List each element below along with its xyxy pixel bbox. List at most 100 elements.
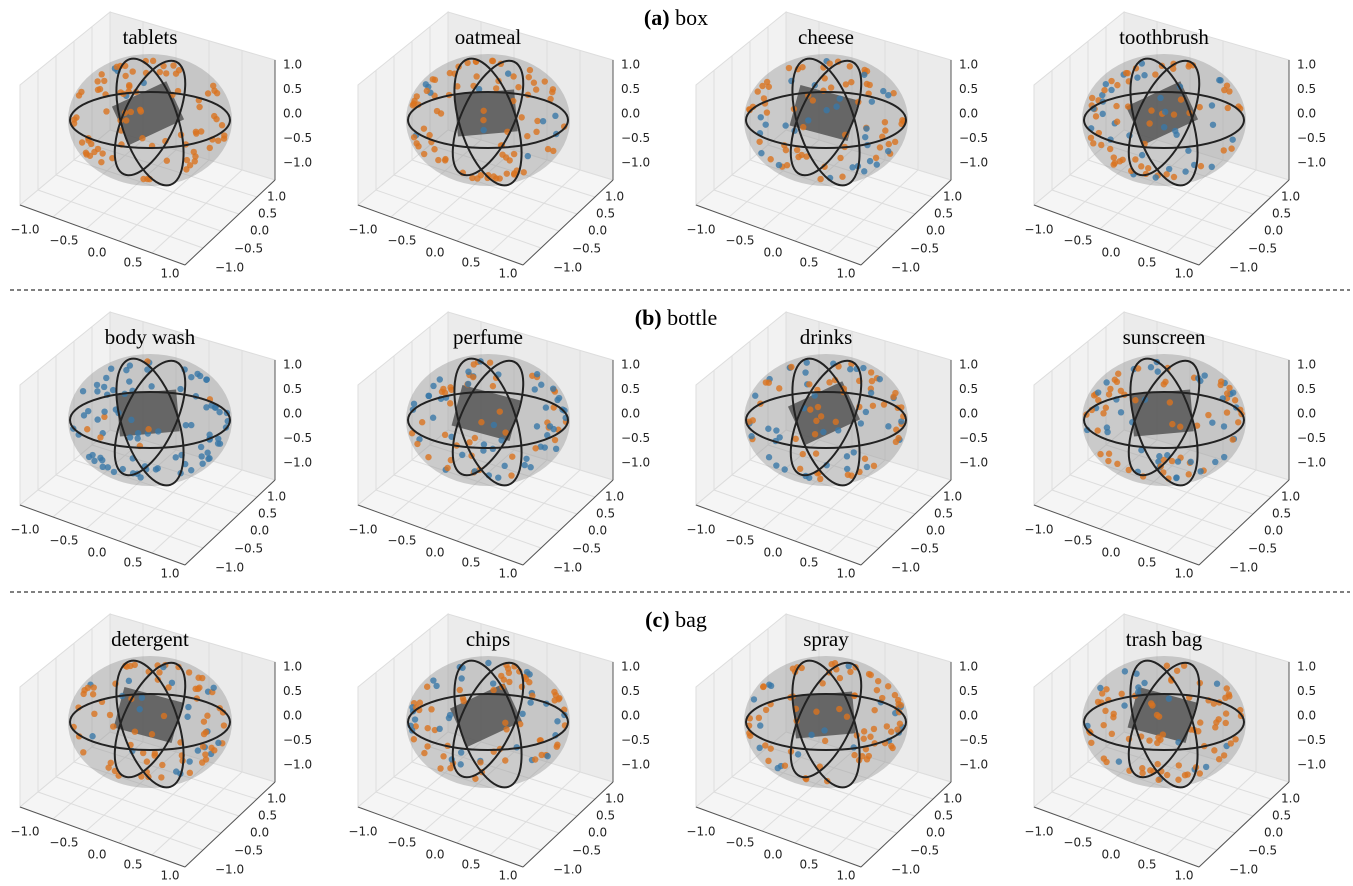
scatter-point (1113, 103, 1119, 109)
scatter-point (1146, 737, 1152, 743)
x-tick-label: 0.5 (123, 556, 142, 570)
panel-title: oatmeal (455, 25, 522, 49)
scatter-point (198, 453, 204, 459)
scatter-point (424, 684, 430, 690)
scatter-point (533, 86, 539, 92)
scatter-point (765, 426, 771, 432)
scatter-point (797, 466, 803, 472)
x-tick-label: −1.0 (686, 825, 715, 839)
scatter-point (1154, 761, 1160, 767)
scatter-point (85, 685, 91, 691)
scatter-point (521, 462, 527, 468)
scatter-point (1226, 88, 1232, 94)
scatter-point (205, 90, 211, 96)
scatter-point (1145, 165, 1151, 171)
scatter-point (851, 752, 857, 758)
scatter-point (553, 446, 559, 452)
scatter-point (551, 689, 557, 695)
scatter-point (879, 695, 885, 701)
y-tick-label: −0.5 (572, 542, 601, 556)
z-tick-label: −1.0 (283, 758, 312, 772)
scatter-point (1196, 104, 1202, 110)
scatter-point (497, 408, 503, 414)
scatter-point (440, 753, 446, 759)
scatter-point (447, 70, 453, 76)
scatter-point (888, 729, 894, 735)
z-tick-label: −0.5 (959, 431, 988, 445)
scatter-point (163, 70, 169, 76)
scatter-point (433, 683, 439, 689)
scatter-point (848, 79, 854, 85)
scatter-point (411, 401, 417, 407)
y-tick-label: −1.0 (215, 863, 244, 877)
scatter-point (426, 393, 432, 399)
scatter-point (103, 108, 109, 114)
z-tick-label: −0.5 (1297, 733, 1326, 747)
scatter-point (411, 736, 417, 742)
scatter-point (1169, 421, 1175, 427)
x-tick-label: −1.0 (348, 825, 377, 839)
scatter-point (414, 441, 420, 447)
scatter-point (882, 127, 888, 133)
scatter-point (461, 698, 467, 704)
scatter-point (1141, 72, 1147, 78)
scatter-point (892, 139, 898, 145)
scatter-point (869, 378, 875, 384)
y-tick-label: 0.0 (926, 524, 945, 538)
scatter-point (839, 174, 845, 180)
scatter-point (1188, 459, 1194, 465)
y-tick-label: 0.5 (596, 207, 615, 221)
scatter-point (808, 732, 814, 738)
scatter-point (1166, 696, 1172, 702)
scatter-point (826, 379, 832, 385)
y-tick-label: 0.0 (926, 224, 945, 238)
z-tick-label: 0.5 (283, 684, 302, 698)
scatter-point (822, 738, 828, 744)
scatter-point (805, 117, 811, 123)
scatter-point (547, 423, 553, 429)
scatter-point (788, 364, 794, 370)
z-tick-label: 0.0 (1297, 709, 1316, 723)
scatter-point (763, 707, 769, 713)
scatter-point (105, 764, 111, 770)
scatter-point (204, 376, 210, 382)
scatter-point (91, 684, 97, 690)
scatter-point (79, 139, 85, 145)
scatter-point (1182, 168, 1188, 174)
scatter-point (784, 162, 790, 168)
z-tick-label: −1.0 (1297, 156, 1326, 170)
z-tick-label: −0.5 (621, 431, 650, 445)
z-tick-label: −1.0 (621, 156, 650, 170)
scatter-point (813, 709, 819, 715)
scatter-point (411, 134, 417, 140)
x-tick-label: −0.5 (49, 836, 78, 850)
scatter-point (94, 416, 100, 422)
scatter-point (480, 108, 486, 114)
x-tick-label: 0.5 (461, 256, 480, 270)
scatter-point (786, 65, 792, 71)
x-tick-label: 0.5 (799, 556, 818, 570)
scatter-point (98, 71, 104, 77)
x-tick-label: 0.0 (1101, 848, 1120, 862)
z-tick-label: 0.0 (621, 107, 640, 121)
scatter-point (861, 72, 867, 78)
z-tick-label: 0.0 (1297, 407, 1316, 421)
scatter-point (758, 114, 764, 120)
scatter-point (868, 390, 874, 396)
x-tick-label: −0.5 (387, 836, 416, 850)
panel-title: cheese (798, 25, 854, 49)
scatter-point (776, 385, 782, 391)
scatter-point (221, 722, 227, 728)
scatter-point (139, 135, 145, 141)
scatter-point (1109, 731, 1115, 737)
x-tick-label: 1.0 (160, 567, 179, 581)
scatter-point (1230, 436, 1236, 442)
scatter-point (885, 92, 891, 98)
scatter-point (101, 384, 107, 390)
z-tick-label: 0.0 (283, 107, 302, 121)
scatter-point (1223, 720, 1229, 726)
scatter-point (894, 726, 900, 732)
scatter-point (538, 382, 544, 388)
y-tick-label: 0.0 (926, 826, 945, 840)
scatter-point (442, 432, 448, 438)
